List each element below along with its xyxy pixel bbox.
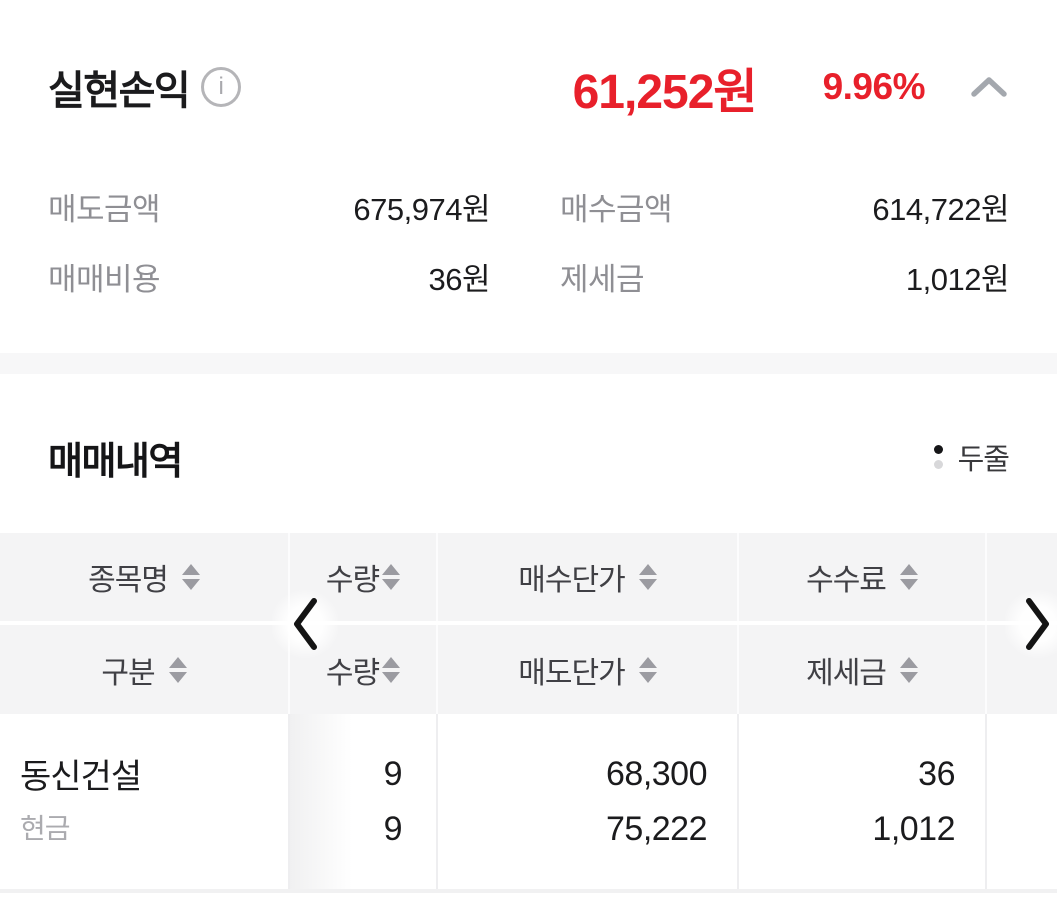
buy-unit-price: 68,300 (606, 754, 708, 793)
sort-icon (382, 656, 401, 683)
trade-type: 현금 (20, 813, 71, 845)
toggle-label: 두줄 (957, 444, 1010, 476)
chevron-left-icon (294, 598, 317, 650)
sort-icon (638, 564, 657, 590)
cell-fee-tax: 36 1,012 (737, 714, 985, 889)
header-buy-unit-price[interactable]: 매수단가 (436, 533, 737, 621)
metric-buy-amount: 매수금액 614,722원 (560, 184, 1009, 228)
metric-value: 1,012원 (905, 261, 1010, 297)
header-trade-type[interactable]: 구분 (0, 625, 288, 714)
header-row-separator (0, 621, 1057, 625)
trade-history-section: 매매내역 두줄 종목명 수량 매수단가 수수료 (0, 374, 1057, 893)
scroll-right-button[interactable] (1005, 588, 1057, 660)
metric-label: 제세금 (560, 261, 645, 297)
metric-value: 675,974원 (353, 191, 490, 227)
cell-quantity: 9 9 (288, 714, 436, 889)
cell-spacer (985, 714, 1057, 889)
metric-trading-cost: 매매비용 36원 (48, 254, 490, 298)
metric-value: 614,722원 (872, 191, 1009, 227)
metric-sell-amount: 매도금액 675,974원 (48, 184, 490, 228)
two-line-view-toggle[interactable]: 두줄 (933, 436, 1010, 478)
scroll-left-button[interactable] (272, 588, 338, 660)
table-bottom-border (0, 889, 1057, 893)
header-spacer (985, 533, 1057, 621)
page-title: 실현손익 (48, 69, 191, 113)
metric-label: 매도금액 (48, 191, 161, 227)
summary-metrics: 매도금액 675,974원 매수금액 614,722원 매매비용 36원 제세금… (48, 184, 1009, 298)
sort-icon (181, 564, 200, 590)
header-stock-name[interactable]: 종목명 (0, 533, 288, 621)
section-title: 매매내역 (48, 440, 183, 483)
header-commission[interactable]: 수수료 (737, 533, 985, 621)
chevron-up-icon (971, 77, 1007, 97)
chevron-right-icon (1026, 598, 1049, 650)
info-icon[interactable]: i (201, 67, 242, 107)
tax: 1,012 (872, 809, 955, 848)
sell-unit-price: 75,222 (606, 809, 708, 848)
buy-qty: 9 (383, 754, 403, 793)
table-header-row-2: 구분 수량 매도단가 제세금 (0, 625, 1057, 714)
table-header-row-1: 종목명 수량 매수단가 수수료 (0, 533, 1057, 621)
sell-qty: 9 (383, 809, 403, 848)
cell-unit-price: 68,300 75,222 (436, 714, 737, 889)
cell-stock-name: 동신건설 현금 (0, 714, 288, 889)
sort-icon (899, 656, 918, 683)
sort-icon (168, 656, 187, 683)
sort-icon (382, 564, 401, 590)
sort-icon (899, 564, 918, 590)
stock-name: 동신건설 (20, 758, 142, 797)
realized-profit-amount: 61,252원 (572, 66, 758, 119)
two-line-dots-icon (933, 445, 943, 469)
header-spacer (985, 625, 1057, 714)
table-row: 동신건설 현금 9 9 68,300 75,222 36 1,012 (0, 714, 1057, 889)
summary-header: 실현손익 i 61,252원 9.96% (48, 52, 1009, 122)
section-divider (0, 353, 1057, 374)
realized-profit-percent: 9.96% (822, 66, 926, 107)
commission: 36 (918, 754, 955, 793)
metric-label: 매매비용 (48, 261, 161, 297)
trade-history-table[interactable]: 종목명 수량 매수단가 수수료 구분 (0, 533, 1057, 893)
metric-tax: 제세금 1,012원 (560, 254, 1009, 298)
header-tax[interactable]: 제세금 (737, 625, 985, 714)
realized-profit-section: 실현손익 i 61,252원 9.96% 매도금액 675,974원 매수금액 … (0, 0, 1057, 353)
header-sell-qty[interactable]: 수량 (288, 625, 436, 714)
sort-icon (638, 656, 657, 683)
metric-value: 36원 (428, 261, 490, 297)
collapse-button[interactable] (969, 74, 1009, 100)
header-sell-unit-price[interactable]: 매도단가 (436, 625, 737, 714)
metric-label: 매수금액 (560, 191, 673, 227)
